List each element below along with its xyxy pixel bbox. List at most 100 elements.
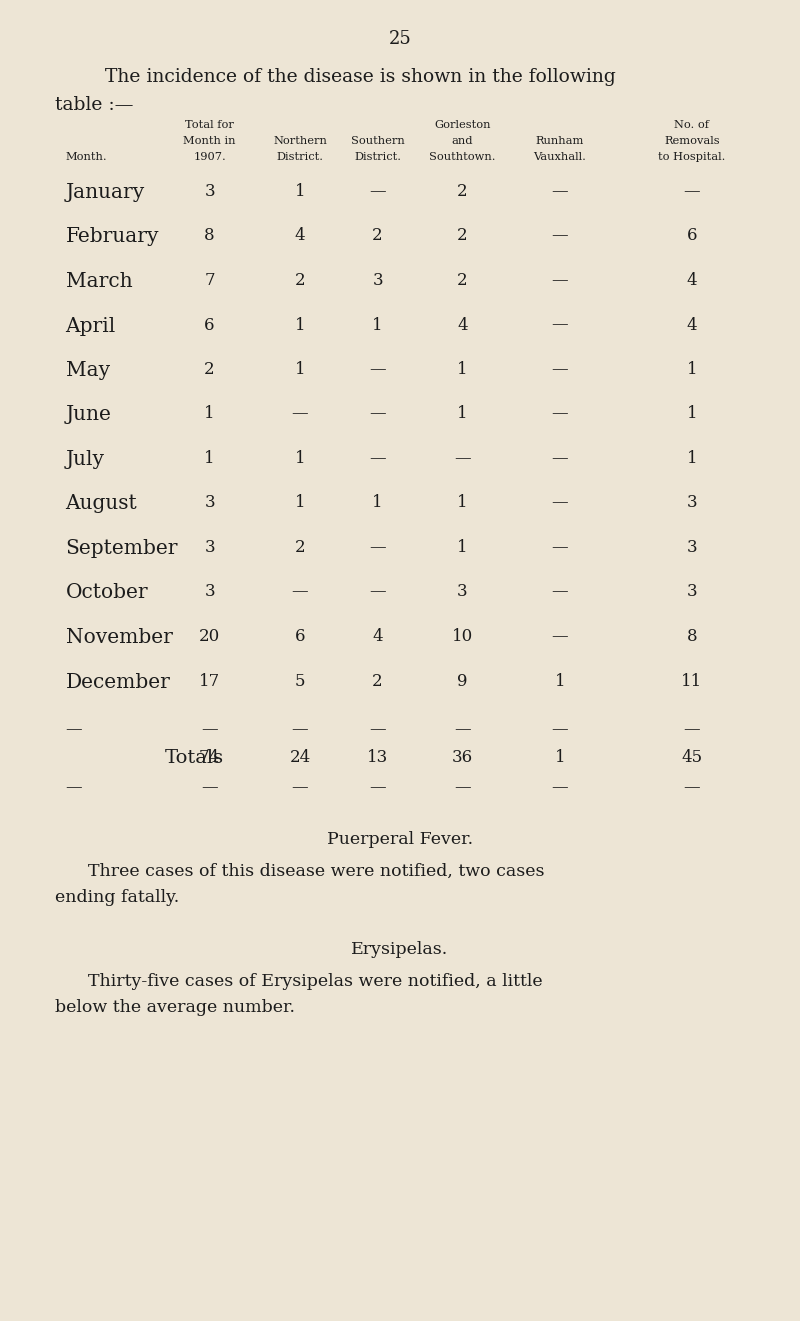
Text: —: — bbox=[454, 779, 470, 797]
Text: 6: 6 bbox=[686, 227, 698, 244]
Text: —: — bbox=[552, 450, 568, 468]
Text: 1: 1 bbox=[457, 494, 468, 511]
Text: 17: 17 bbox=[199, 672, 220, 690]
Text: District.: District. bbox=[277, 152, 323, 162]
Text: July: July bbox=[66, 450, 105, 469]
Text: 74: 74 bbox=[199, 749, 220, 766]
Text: Total for: Total for bbox=[185, 120, 234, 129]
Text: 24: 24 bbox=[290, 749, 310, 766]
Text: January: January bbox=[66, 184, 145, 202]
Text: 3: 3 bbox=[686, 539, 698, 556]
Text: —: — bbox=[552, 317, 568, 333]
Text: —: — bbox=[370, 584, 386, 601]
Text: 11: 11 bbox=[682, 672, 702, 690]
Text: 1: 1 bbox=[457, 406, 468, 423]
Text: 1: 1 bbox=[686, 406, 698, 423]
Text: 3: 3 bbox=[204, 584, 215, 601]
Text: —: — bbox=[202, 721, 218, 738]
Text: 45: 45 bbox=[682, 749, 702, 766]
Text: 4: 4 bbox=[294, 227, 306, 244]
Text: 5: 5 bbox=[294, 672, 306, 690]
Text: 1: 1 bbox=[204, 406, 215, 423]
Text: below the average number.: below the average number. bbox=[55, 999, 295, 1016]
Text: 1: 1 bbox=[554, 672, 566, 690]
Text: Puerperal Fever.: Puerperal Fever. bbox=[327, 831, 473, 848]
Text: —: — bbox=[454, 721, 470, 738]
Text: Month.: Month. bbox=[66, 152, 107, 162]
Text: 2: 2 bbox=[372, 227, 383, 244]
Text: —: — bbox=[370, 184, 386, 199]
Text: November: November bbox=[66, 627, 173, 647]
Text: 25: 25 bbox=[389, 30, 411, 48]
Text: —: — bbox=[552, 184, 568, 199]
Text: —: — bbox=[552, 779, 568, 797]
Text: —: — bbox=[370, 779, 386, 797]
Text: Vauxhall.: Vauxhall. bbox=[534, 152, 586, 162]
Text: —: — bbox=[552, 494, 568, 511]
Text: Gorleston: Gorleston bbox=[434, 120, 490, 129]
Text: The incidence of the disease is shown in the following: The incidence of the disease is shown in… bbox=[105, 67, 616, 86]
Text: —: — bbox=[370, 361, 386, 378]
Text: —: — bbox=[292, 721, 308, 738]
Text: Runham: Runham bbox=[536, 136, 584, 147]
Text: —: — bbox=[552, 584, 568, 601]
Text: 1: 1 bbox=[372, 317, 383, 333]
Text: —: — bbox=[684, 184, 700, 199]
Text: August: August bbox=[66, 494, 138, 514]
Text: —: — bbox=[202, 779, 218, 797]
Text: 1: 1 bbox=[457, 539, 468, 556]
Text: 1: 1 bbox=[294, 494, 306, 511]
Text: 6: 6 bbox=[294, 627, 306, 645]
Text: March: March bbox=[66, 272, 132, 291]
Text: —: — bbox=[66, 779, 82, 797]
Text: Month in: Month in bbox=[183, 136, 236, 147]
Text: 2: 2 bbox=[294, 539, 306, 556]
Text: 2: 2 bbox=[457, 184, 468, 199]
Text: June: June bbox=[66, 406, 111, 424]
Text: 4: 4 bbox=[686, 317, 698, 333]
Text: 9: 9 bbox=[457, 672, 468, 690]
Text: —: — bbox=[684, 721, 700, 738]
Text: and: and bbox=[452, 136, 473, 147]
Text: 20: 20 bbox=[199, 627, 220, 645]
Text: Thirty-five cases of Erysipelas were notified, a little: Thirty-five cases of Erysipelas were not… bbox=[88, 974, 542, 989]
Text: 1: 1 bbox=[294, 361, 306, 378]
Text: 3: 3 bbox=[457, 584, 468, 601]
Text: Removals: Removals bbox=[664, 136, 720, 147]
Text: Northern: Northern bbox=[273, 136, 327, 147]
Text: 3: 3 bbox=[204, 494, 215, 511]
Text: 3: 3 bbox=[204, 539, 215, 556]
Text: 1907.: 1907. bbox=[194, 152, 226, 162]
Text: Three cases of this disease were notified, two cases: Three cases of this disease were notifie… bbox=[88, 863, 545, 880]
Text: 1: 1 bbox=[204, 450, 215, 468]
Text: 7: 7 bbox=[204, 272, 215, 289]
Text: —: — bbox=[552, 721, 568, 738]
Text: —: — bbox=[552, 627, 568, 645]
Text: —: — bbox=[292, 779, 308, 797]
Text: —: — bbox=[370, 450, 386, 468]
Text: —: — bbox=[552, 406, 568, 423]
Text: —: — bbox=[292, 584, 308, 601]
Text: December: December bbox=[66, 672, 170, 691]
Text: May: May bbox=[66, 361, 110, 380]
Text: —: — bbox=[370, 721, 386, 738]
Text: 8: 8 bbox=[686, 627, 698, 645]
Text: 1: 1 bbox=[294, 184, 306, 199]
Text: 6: 6 bbox=[204, 317, 215, 333]
Text: 3: 3 bbox=[204, 184, 215, 199]
Text: 4: 4 bbox=[686, 272, 698, 289]
Text: No. of: No. of bbox=[674, 120, 710, 129]
Text: 13: 13 bbox=[367, 749, 388, 766]
Text: —: — bbox=[552, 361, 568, 378]
Text: —: — bbox=[66, 721, 82, 738]
Text: 1: 1 bbox=[294, 317, 306, 333]
Text: 1: 1 bbox=[554, 749, 566, 766]
Text: ending fatally.: ending fatally. bbox=[55, 889, 179, 906]
Text: 2: 2 bbox=[457, 272, 468, 289]
Text: Totals: Totals bbox=[165, 749, 224, 768]
Text: 4: 4 bbox=[372, 627, 383, 645]
Text: 36: 36 bbox=[452, 749, 473, 766]
Text: 3: 3 bbox=[686, 584, 698, 601]
Text: 2: 2 bbox=[204, 361, 215, 378]
Text: 8: 8 bbox=[204, 227, 215, 244]
